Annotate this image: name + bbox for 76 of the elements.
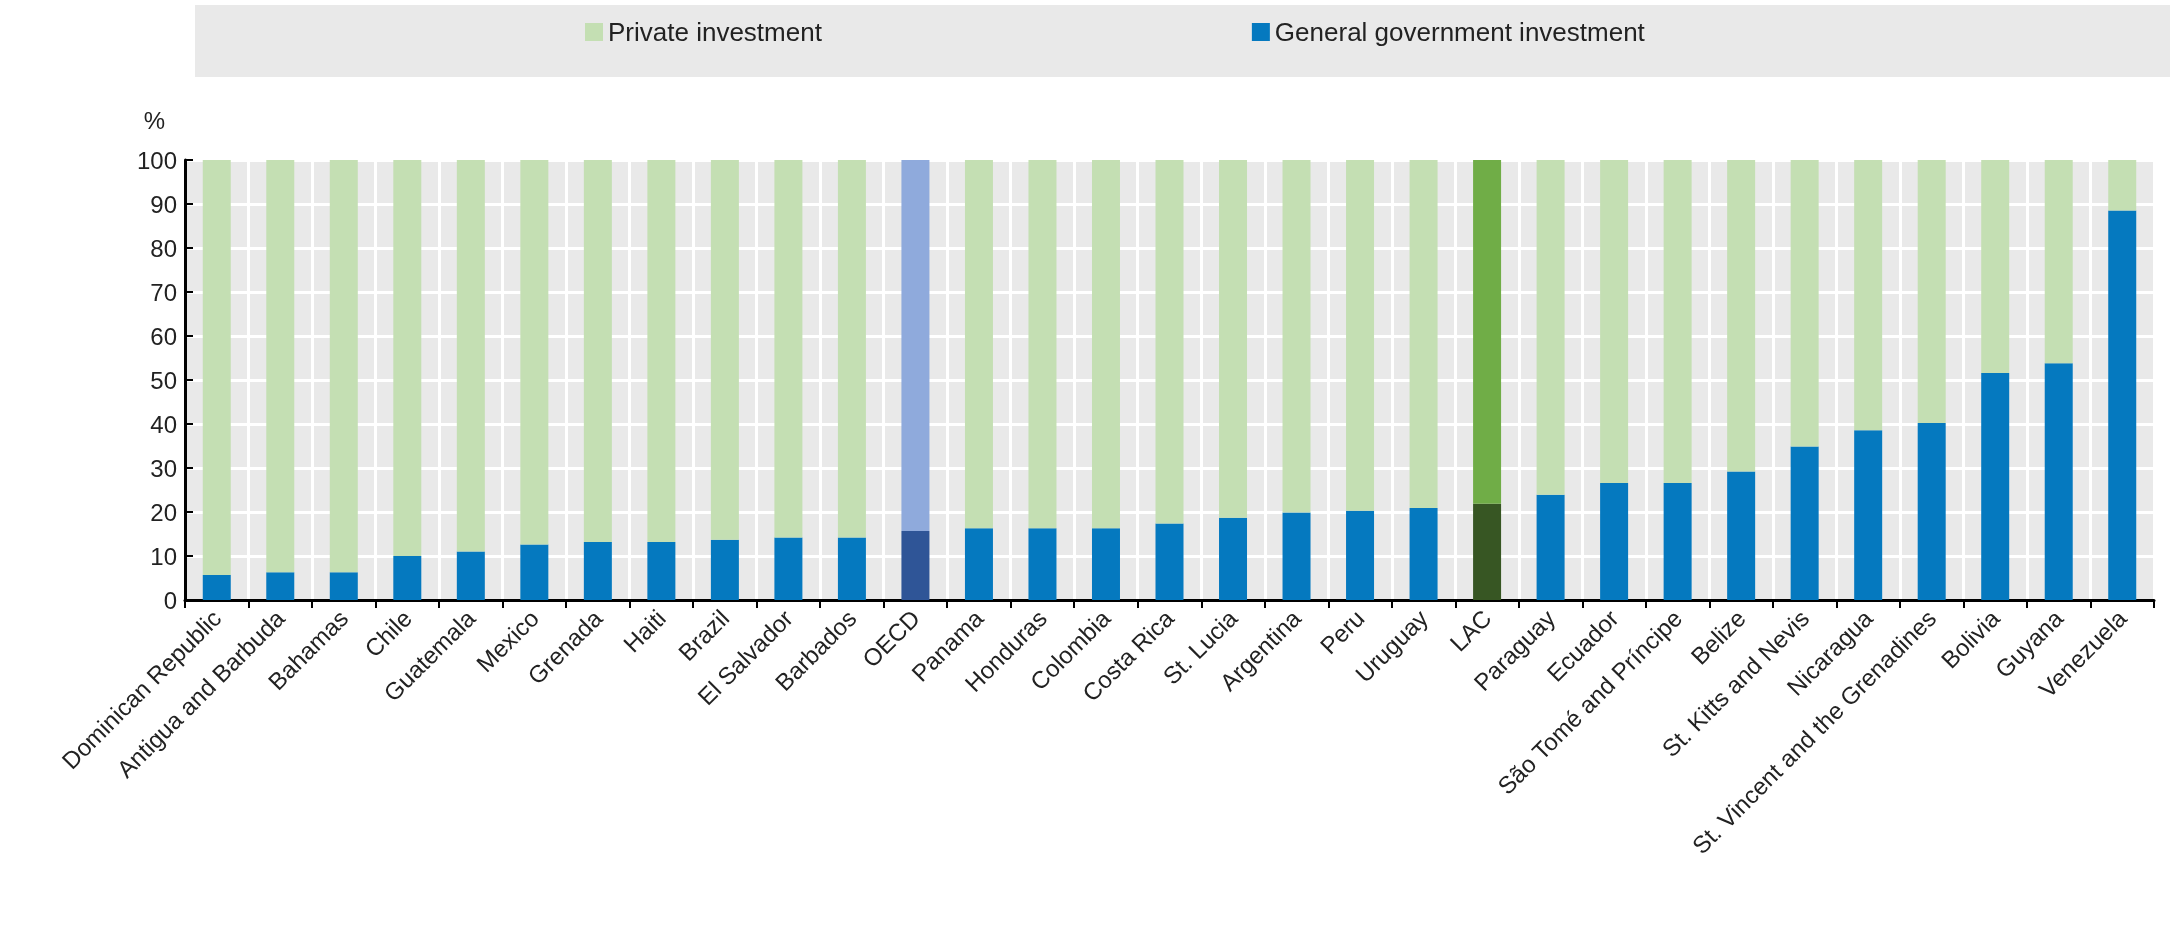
y-tick-label: 30 [150, 454, 177, 482]
bar [393, 556, 422, 600]
bar [520, 160, 549, 545]
y-tick-label: 0 [163, 586, 177, 614]
bar [2108, 160, 2137, 211]
bar [1282, 512, 1311, 600]
bar [1091, 528, 1120, 600]
bar [1219, 517, 1248, 600]
bar [202, 574, 231, 600]
legend-label: General government investment [1274, 17, 1646, 47]
bar [1346, 510, 1375, 600]
bar [1409, 508, 1438, 600]
bar [774, 537, 803, 600]
bar [901, 160, 930, 531]
bar [1981, 160, 2010, 373]
bar [1917, 423, 1946, 600]
bar [1473, 503, 1502, 600]
bar [583, 160, 612, 542]
bar [2044, 363, 2073, 600]
bar [583, 541, 612, 600]
y-tick-label: 90 [150, 190, 177, 218]
y-tick-label: 10 [150, 542, 177, 570]
bar [1727, 160, 1756, 472]
bar [1028, 528, 1057, 600]
y-axis-title: % [143, 106, 165, 134]
y-tick-label: 40 [150, 410, 177, 438]
bar [647, 160, 676, 542]
bar [1346, 160, 1375, 511]
bar [1790, 160, 1819, 447]
bar [1854, 160, 1883, 431]
bar [2108, 210, 2137, 600]
bar [710, 160, 739, 540]
bar [901, 530, 930, 600]
bar [964, 160, 993, 529]
bar [710, 539, 739, 600]
bar [329, 572, 358, 600]
bar [1155, 523, 1184, 600]
bar [1917, 160, 1946, 424]
bar [1663, 482, 1692, 600]
bar [1473, 160, 1502, 504]
bar [1028, 160, 1057, 529]
bar [1727, 471, 1756, 600]
y-tick-label: 100 [136, 146, 177, 174]
bar [520, 544, 549, 600]
bar [964, 528, 993, 600]
y-tick-label: 70 [150, 278, 177, 306]
bar [456, 551, 485, 600]
y-tick-label: 50 [150, 366, 177, 394]
bar [1536, 160, 1565, 495]
bar [1219, 160, 1248, 518]
y-tick-label: 80 [150, 234, 177, 262]
bar [1091, 160, 1120, 529]
bar [393, 160, 422, 556]
bar [1854, 430, 1883, 600]
bar [1536, 494, 1565, 600]
bar [1981, 372, 2010, 600]
bar [2044, 160, 2073, 364]
bar [202, 160, 231, 575]
bar [266, 572, 295, 600]
legend-label: Private investment [608, 17, 823, 47]
bar [1600, 482, 1629, 600]
bar [774, 160, 803, 538]
bar [266, 160, 295, 573]
bar [1409, 160, 1438, 509]
bar [837, 537, 866, 600]
bar [1663, 160, 1692, 483]
y-tick-label: 20 [150, 498, 177, 526]
bar [1282, 160, 1311, 513]
bar [456, 160, 485, 552]
bar [329, 160, 358, 573]
y-tick-label: 60 [150, 322, 177, 350]
bar [1155, 160, 1184, 524]
bar [647, 541, 676, 600]
bar [1600, 160, 1629, 483]
bar [1790, 446, 1819, 600]
bar [837, 160, 866, 538]
